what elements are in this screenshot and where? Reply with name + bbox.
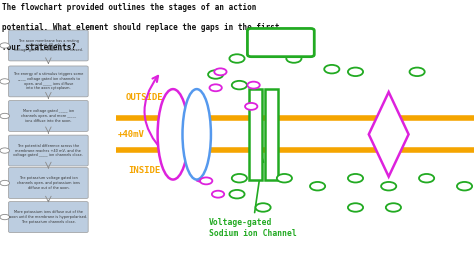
Circle shape: [457, 182, 472, 190]
Circle shape: [232, 81, 247, 89]
Text: Voltage-gated
Sodium ion Channel: Voltage-gated Sodium ion Channel: [209, 159, 296, 238]
Text: The energy of a stimulus triggers some
_____ voltage gated ion channels to
open,: The energy of a stimulus triggers some _…: [13, 73, 83, 90]
Bar: [249, 89, 262, 180]
FancyBboxPatch shape: [9, 135, 88, 166]
Text: The potassium voltage gated ion
channels open, and potassium ions
diffuse out of: The potassium voltage gated ion channels…: [17, 176, 80, 190]
Bar: [265, 89, 278, 180]
Circle shape: [200, 177, 212, 184]
Circle shape: [0, 43, 9, 48]
Circle shape: [214, 68, 227, 75]
Circle shape: [0, 113, 9, 119]
Circle shape: [348, 203, 363, 212]
Text: The flowchart provided outlines the stages of an action: The flowchart provided outlines the stag…: [2, 3, 257, 12]
Circle shape: [0, 148, 9, 153]
Circle shape: [348, 174, 363, 182]
Circle shape: [419, 174, 434, 182]
Text: +40mV: +40mV: [118, 130, 145, 139]
Circle shape: [386, 203, 401, 212]
FancyBboxPatch shape: [9, 168, 88, 198]
Circle shape: [229, 190, 245, 198]
Circle shape: [229, 54, 245, 63]
Circle shape: [277, 174, 292, 182]
Circle shape: [348, 68, 363, 76]
FancyBboxPatch shape: [9, 66, 88, 97]
Circle shape: [410, 68, 425, 76]
Circle shape: [255, 203, 271, 212]
Circle shape: [210, 84, 222, 91]
Text: INSIDE: INSIDE: [128, 166, 161, 175]
Circle shape: [324, 65, 339, 73]
Text: Sodium: Sodium: [255, 36, 307, 49]
FancyBboxPatch shape: [9, 30, 88, 61]
Text: The potential difference across the
membrane reaches +40 mV, and the
voltage gat: The potential difference across the memb…: [13, 144, 83, 157]
Polygon shape: [369, 92, 409, 177]
Circle shape: [310, 182, 325, 190]
Circle shape: [247, 82, 260, 89]
Text: potential. What element should replace the gaps in the first: potential. What element should replace t…: [2, 23, 280, 32]
Circle shape: [232, 174, 247, 182]
Text: OUTSIDE: OUTSIDE: [126, 93, 164, 102]
Ellipse shape: [182, 89, 211, 180]
Circle shape: [0, 79, 9, 84]
Circle shape: [0, 180, 9, 186]
Circle shape: [208, 70, 223, 79]
Circle shape: [381, 182, 396, 190]
Circle shape: [0, 214, 9, 220]
FancyBboxPatch shape: [9, 101, 88, 131]
FancyBboxPatch shape: [9, 202, 88, 232]
Circle shape: [286, 54, 301, 63]
Circle shape: [212, 191, 224, 198]
Text: More voltage gated _____ ion
channels open, and more _____
ions diffuse into the: More voltage gated _____ ion channels op…: [21, 109, 76, 123]
FancyBboxPatch shape: [247, 28, 314, 57]
Text: The axon membrane has a resting
potential of -65 mV. _____
voltage gated ion cha: The axon membrane has a resting potentia…: [14, 39, 83, 52]
Ellipse shape: [157, 89, 188, 180]
Text: More potassium ions diffuse out of the
axon until the membrane is hyperpolarised: More potassium ions diffuse out of the a…: [9, 210, 87, 224]
Text: four statements?: four statements?: [2, 43, 76, 52]
Circle shape: [245, 103, 257, 110]
